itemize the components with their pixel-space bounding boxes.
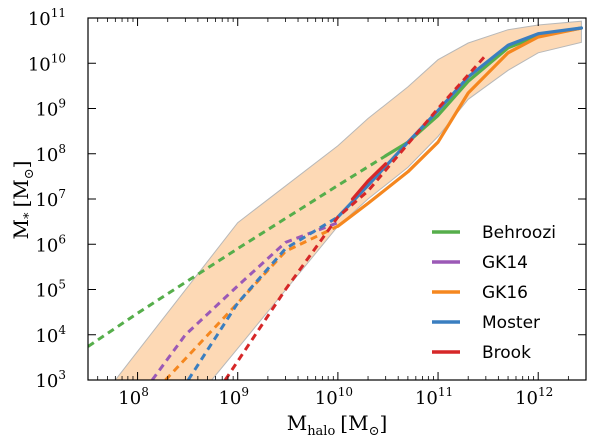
y-tick-label: 108 <box>35 142 66 166</box>
series-brook-solid <box>350 162 388 201</box>
x-tick-label: 109 <box>218 385 249 409</box>
series-gk16-solid <box>336 26 584 228</box>
axis-ticks: 108 109 1010 1011 1012 103 104 105 106 107 108 109 1… <box>28 6 587 409</box>
y-tick-label: 105 <box>35 278 66 302</box>
series-lines <box>88 26 584 380</box>
y-tick-label: 103 <box>35 368 66 392</box>
y-tick-label: 107 <box>35 187 66 211</box>
legend-label-gk14: GK14 <box>482 253 528 273</box>
x-tick-label: 1012 <box>515 385 553 409</box>
y-tick-label: 109 <box>35 97 66 121</box>
x-tick-label: 1010 <box>315 385 353 409</box>
x-tick-label: 1011 <box>415 385 453 409</box>
series-moster-dashed <box>186 215 339 380</box>
y-tick-label: 104 <box>35 323 66 347</box>
series-moster-solid <box>336 26 584 219</box>
series-behroozi-dashed <box>88 154 387 348</box>
series-gk14-dashed <box>150 221 339 380</box>
x-tick-label: 108 <box>118 385 149 409</box>
series-brook-dashed <box>223 54 487 380</box>
y-tick-label: 1011 <box>28 6 66 30</box>
legend-label-gk16: GK16 <box>482 283 528 303</box>
legend: Behroozi GK14 GK16 Moster Brook <box>432 223 556 363</box>
x-axis-label: Mhalo [M⊙] <box>287 411 388 438</box>
legend-label-brook: Brook <box>482 343 531 363</box>
y-axis-label: M*[M⊙] <box>9 161 37 240</box>
y-tick-label: 1010 <box>28 51 66 75</box>
y-tick-label: 106 <box>35 232 66 256</box>
legend-label-behroozi: Behroozi <box>482 223 556 243</box>
legend-label-moster: Moster <box>482 313 540 333</box>
series-gk16-dashed <box>164 224 339 380</box>
